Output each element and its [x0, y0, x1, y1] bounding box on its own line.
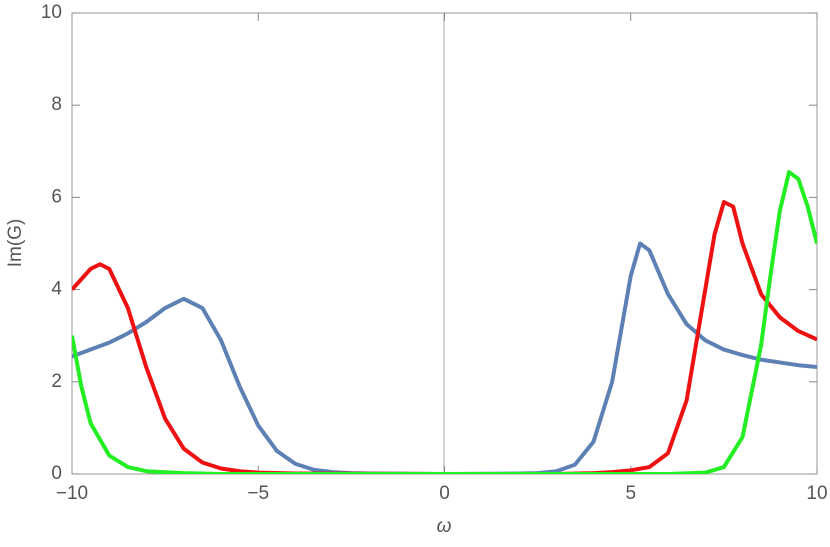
y-tick-label: 10	[41, 2, 62, 23]
y-tick-label: 6	[51, 186, 62, 207]
y-tick-label: 8	[51, 94, 62, 115]
x-tick-label: −5	[247, 483, 269, 504]
x-tick-label: 10	[806, 483, 827, 504]
x-axis-label: ω	[437, 516, 452, 537]
y-tick-label: 0	[51, 463, 62, 484]
x-tick-label: 5	[625, 483, 636, 504]
y-tick-label: 2	[51, 371, 62, 392]
y-axis-label: Im(G)	[5, 219, 26, 268]
curve	[72, 170, 817, 474]
x-tick-label: 0	[439, 483, 450, 504]
x-tick-label: −10	[56, 483, 88, 504]
y-tick-label: 4	[51, 279, 62, 300]
